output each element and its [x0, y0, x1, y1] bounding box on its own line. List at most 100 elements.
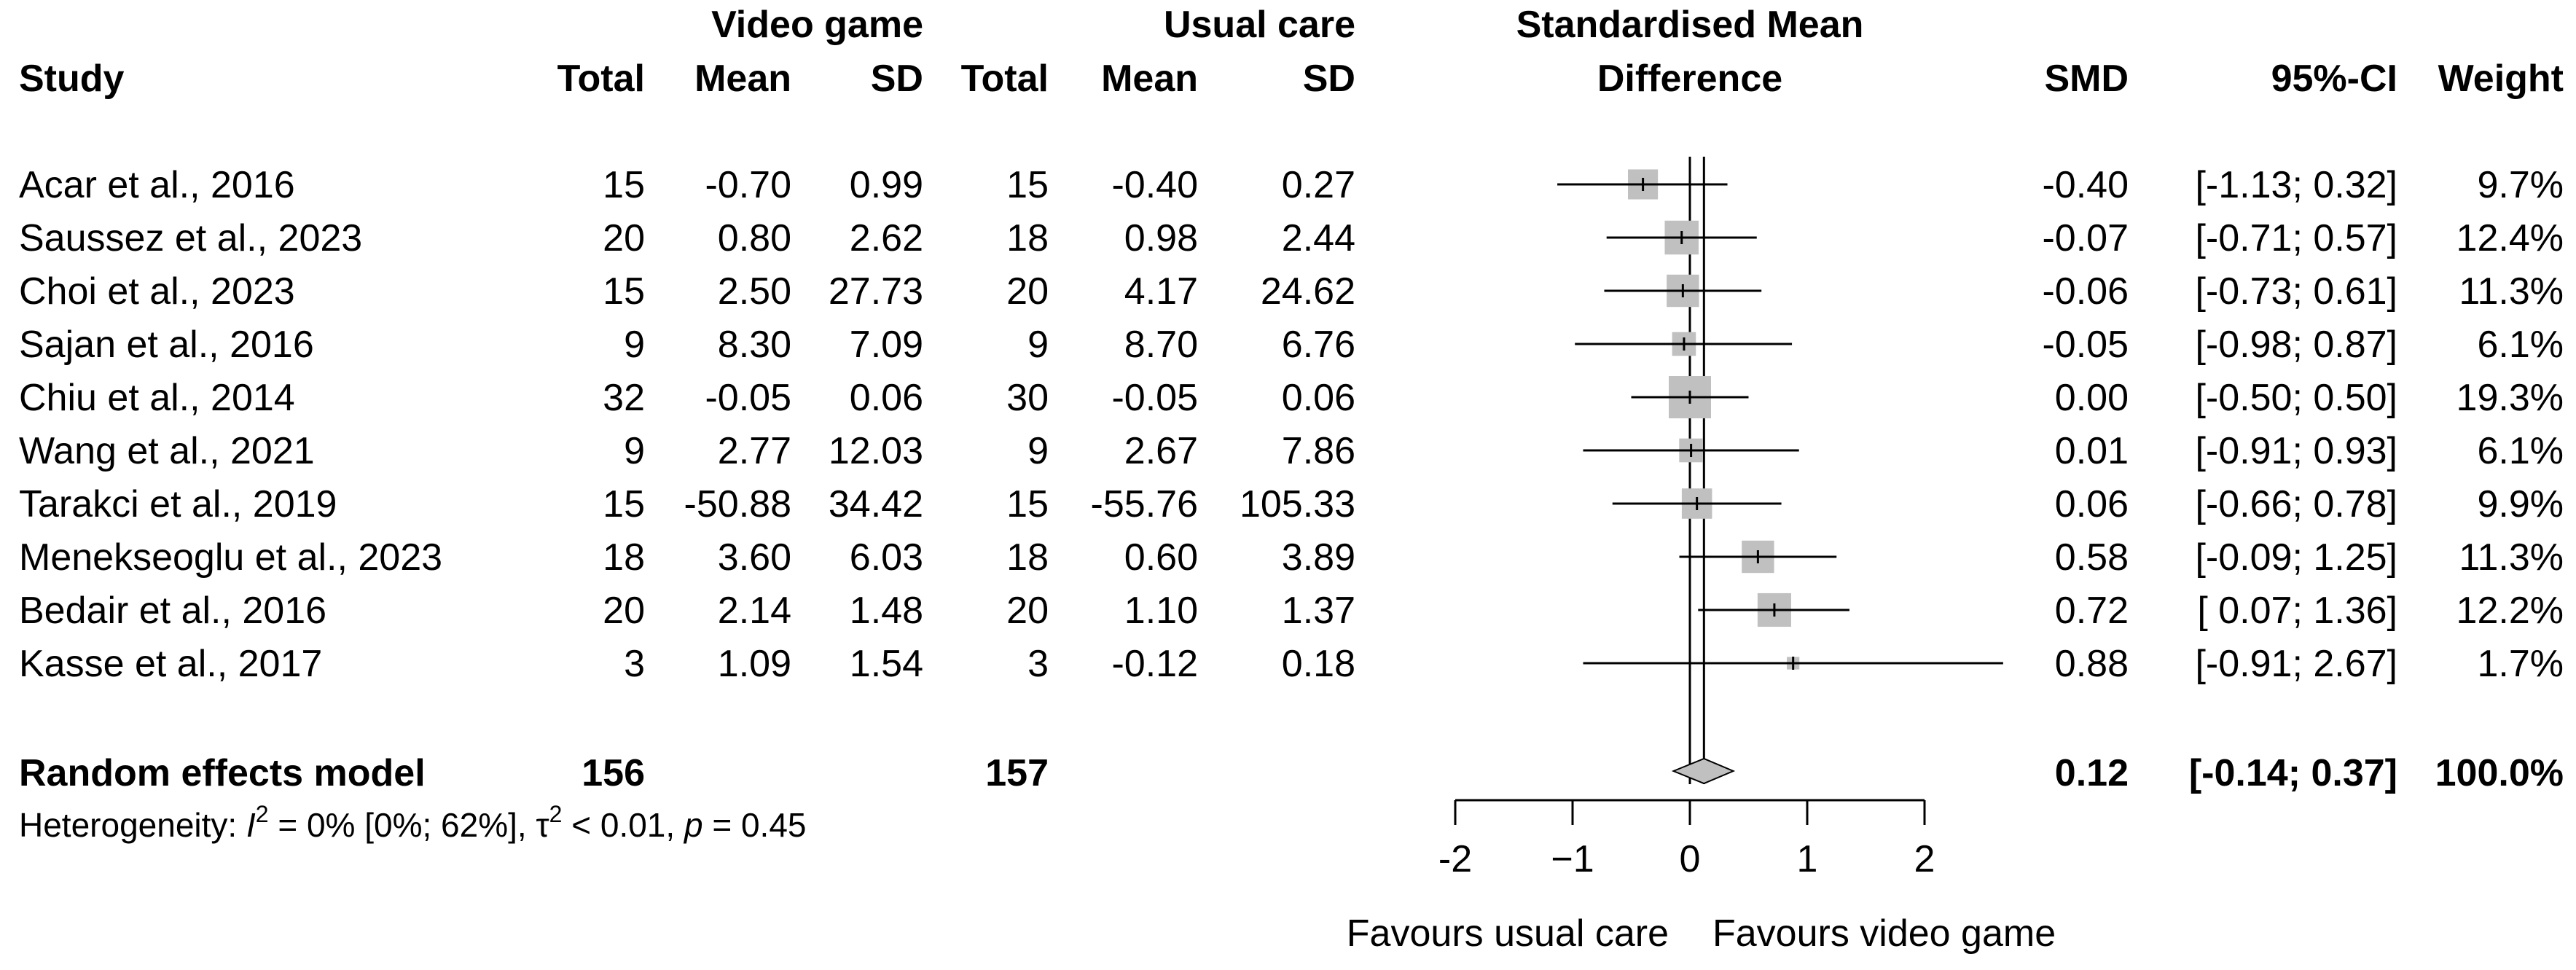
- uc-total-cell: 30: [1006, 377, 1049, 419]
- uc-mean-cell: 8.70: [1124, 324, 1198, 366]
- study-name: Saussez et al., 2023: [19, 217, 362, 259]
- smd-cell: 0.88: [2055, 643, 2129, 685]
- heterogeneity-tau-sup: 2: [549, 801, 563, 827]
- uc-total-cell: 18: [1006, 536, 1049, 579]
- weight-cell: 1.7%: [2477, 643, 2564, 685]
- ci-cell: [-0.98; 0.87]: [2195, 324, 2397, 366]
- smd-cell: 0.58: [2055, 536, 2129, 579]
- summary-label: Random effects model: [19, 752, 426, 794]
- vg-sd-cell: 0.99: [850, 164, 923, 206]
- uc-sd-cell: 3.89: [1282, 536, 1355, 579]
- vg-total-cell: 9: [624, 430, 645, 472]
- weight-cell: 6.1%: [2477, 430, 2564, 472]
- pooled-diamond: [1671, 757, 1736, 785]
- weight-cell: 11.3%: [2459, 536, 2564, 579]
- header-ci: 95%-CI: [2271, 58, 2397, 100]
- weight-cell: 11.3%: [2459, 270, 2564, 313]
- uc-total-cell: 18: [1006, 217, 1049, 259]
- weight-cell: 9.9%: [2477, 483, 2564, 525]
- uc-sd-cell: 0.18: [1282, 643, 1355, 685]
- vg-mean-cell: 2.77: [718, 430, 791, 472]
- summary-weight: 100.0%: [2435, 752, 2564, 794]
- vg-mean-cell: -50.88: [684, 483, 791, 525]
- heterogeneity-text: Heterogeneity: I2 = 0% [0%; 62%], τ2 < 0…: [19, 801, 807, 844]
- header-uc-total: Total: [961, 58, 1049, 100]
- vg-sd-cell: 6.03: [850, 536, 923, 579]
- vg-total-cell: 15: [603, 483, 645, 525]
- ci-cell: [-0.91; 2.67]: [2195, 643, 2397, 685]
- smd-cell: 0.00: [2055, 377, 2129, 419]
- vg-sd-cell: 12.03: [829, 430, 923, 472]
- header-weight: Weight: [2438, 58, 2564, 100]
- heterogeneity-tau-text: < 0.01,: [562, 806, 684, 844]
- x-axis-tick-label: −1: [1551, 838, 1594, 880]
- vg-sd-cell: 1.48: [850, 590, 923, 632]
- uc-sd-cell: 0.27: [1282, 164, 1355, 206]
- vg-total-cell: 15: [603, 164, 645, 206]
- uc-mean-cell: 0.98: [1124, 217, 1198, 259]
- study-name: Choi et al., 2023: [19, 270, 295, 313]
- vg-mean-cell: 3.60: [718, 536, 791, 579]
- study-name: Kasse et al., 2017: [19, 643, 322, 685]
- smd-cell: 0.06: [2055, 483, 2129, 525]
- uc-total-cell: 15: [1006, 164, 1049, 206]
- weight-cell: 12.2%: [2456, 590, 2564, 632]
- vg-mean-cell: 2.50: [718, 270, 791, 313]
- uc-sd-cell: 6.76: [1282, 324, 1355, 366]
- uc-sd-cell: 2.44: [1282, 217, 1355, 259]
- header-vg-sd: SD: [871, 58, 923, 100]
- heterogeneity-i2-sup: 2: [256, 801, 269, 827]
- weight-cell: 6.1%: [2477, 324, 2564, 366]
- ci-cell: [-0.71; 0.57]: [2195, 217, 2397, 259]
- x-axis-tick-label: 0: [1680, 838, 1701, 880]
- heterogeneity-prefix: Heterogeneity:: [19, 806, 246, 844]
- weight-cell: 12.4%: [2456, 217, 2564, 259]
- smd-cell: -0.07: [2042, 217, 2129, 259]
- ci-cell: [-0.50; 0.50]: [2195, 377, 2397, 419]
- smd-cell: -0.40: [2042, 164, 2129, 206]
- uc-mean-cell: -0.12: [1111, 643, 1198, 685]
- study-name: Bedair et al., 2016: [19, 590, 326, 632]
- study-name: Wang et al., 2021: [19, 430, 315, 472]
- vg-total-cell: 18: [603, 536, 645, 579]
- study-name: Menekseoglu et al., 2023: [19, 536, 442, 579]
- smd-cell: 0.72: [2055, 590, 2129, 632]
- smd-cell: 0.01: [2055, 430, 2129, 472]
- study-name: Acar et al., 2016: [19, 164, 295, 206]
- plot-marks: [1557, 157, 2003, 785]
- vg-sd-cell: 2.62: [850, 217, 923, 259]
- uc-total-cell: 9: [1027, 324, 1049, 366]
- heterogeneity-i2-text: = 0% [0%; 62%],: [269, 806, 536, 844]
- vg-total-cell: 15: [603, 270, 645, 313]
- study-rows: Acar et al., 2016 15 -0.70 0.99 15 -0.40 0.27 -…: [19, 164, 2564, 685]
- ci-cell: [-1.13; 0.32]: [2195, 164, 2397, 206]
- uc-sd-cell: 7.86: [1282, 430, 1355, 472]
- header-vg-total: Total: [557, 58, 645, 100]
- header-usual-care: Usual care: [1164, 4, 1355, 46]
- vg-mean-cell: -0.70: [705, 164, 791, 206]
- uc-total-cell: 9: [1027, 430, 1049, 472]
- ci-cell: [-0.91; 0.93]: [2195, 430, 2397, 472]
- uc-mean-cell: -55.76: [1091, 483, 1198, 525]
- smd-cell: -0.06: [2042, 270, 2129, 313]
- ci-cell: [-0.66; 0.78]: [2195, 483, 2397, 525]
- vg-mean-cell: 1.09: [718, 643, 791, 685]
- x-axis: -2 −1 0 1 2: [1438, 799, 1935, 880]
- heterogeneity-i2-symbol: I: [246, 806, 256, 844]
- x-axis-tick-label: -2: [1438, 838, 1472, 880]
- uc-mean-cell: 2.67: [1124, 430, 1198, 472]
- weight-cell: 19.3%: [2456, 377, 2564, 419]
- ci-cell: [ 0.07; 1.36]: [2197, 590, 2397, 632]
- header-smd-title-line2: Difference: [1597, 58, 1782, 100]
- study-name: Sajan et al., 2016: [19, 324, 314, 366]
- vg-total-cell: 32: [603, 377, 645, 419]
- summary-uc-total: 157: [985, 752, 1049, 794]
- ci-cell: [-0.09; 1.25]: [2195, 536, 2397, 579]
- uc-total-cell: 3: [1027, 643, 1049, 685]
- uc-mean-cell: -0.40: [1111, 164, 1198, 206]
- vg-mean-cell: 8.30: [718, 324, 791, 366]
- summary-vg-total: 156: [582, 752, 645, 794]
- header-study: Study: [19, 58, 125, 100]
